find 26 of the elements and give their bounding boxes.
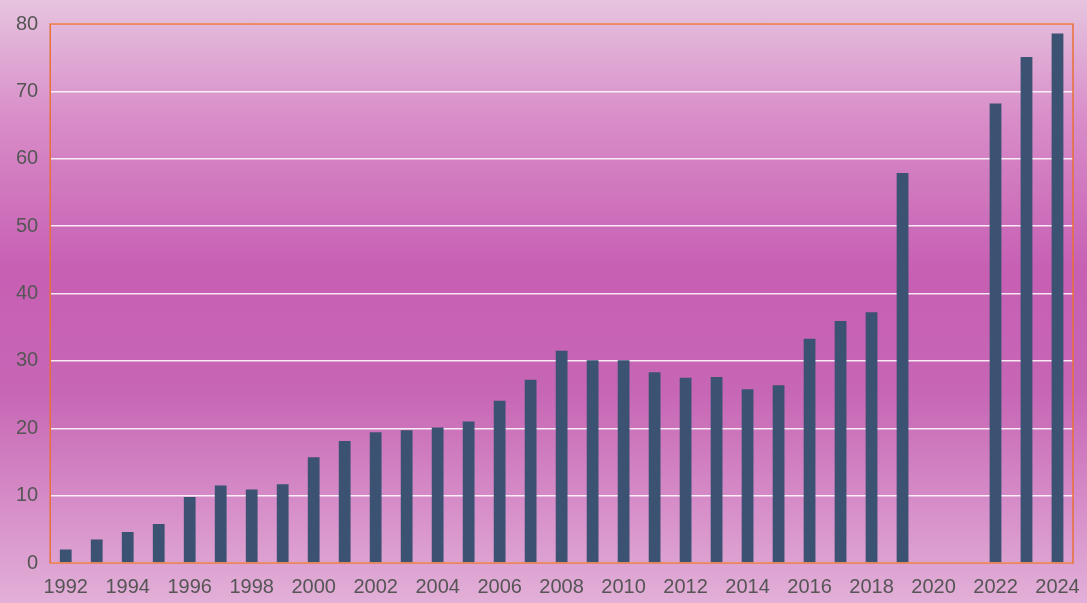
- x-tick-label: 2000: [291, 574, 336, 597]
- x-tick-label: 2002: [353, 574, 398, 597]
- x-tick-label: 1996: [167, 574, 212, 597]
- x-tick-label: 2008: [539, 574, 584, 597]
- y-tick-label: 70: [16, 78, 39, 101]
- y-tick-label: 0: [27, 550, 39, 573]
- x-tick-label: 2004: [415, 574, 460, 597]
- y-tick-label: 50: [16, 213, 39, 236]
- y-tick-label: 20: [16, 415, 39, 438]
- x-tick-label: 2018: [849, 574, 894, 597]
- y-tick-label: 80: [16, 11, 39, 34]
- x-tick-label: 1998: [229, 574, 274, 597]
- x-tick-label: 1992: [43, 574, 88, 597]
- x-tick-label: 2020: [911, 574, 956, 597]
- x-tick-label: 1994: [105, 574, 150, 597]
- y-tick-label: 10: [16, 483, 39, 506]
- x-tick-label: 2024: [1035, 574, 1080, 597]
- y-tick-label: 60: [16, 146, 39, 169]
- x-tick-label: 2022: [973, 574, 1018, 597]
- x-tick-label: 2012: [663, 574, 708, 597]
- x-tick-label: 2010: [601, 574, 646, 597]
- x-tick-label: 2016: [787, 574, 832, 597]
- x-tick-label: 2006: [477, 574, 522, 597]
- y-tick-label: 30: [16, 348, 39, 371]
- x-tick-label: 2014: [725, 574, 770, 597]
- y-tick-label: 40: [16, 281, 39, 304]
